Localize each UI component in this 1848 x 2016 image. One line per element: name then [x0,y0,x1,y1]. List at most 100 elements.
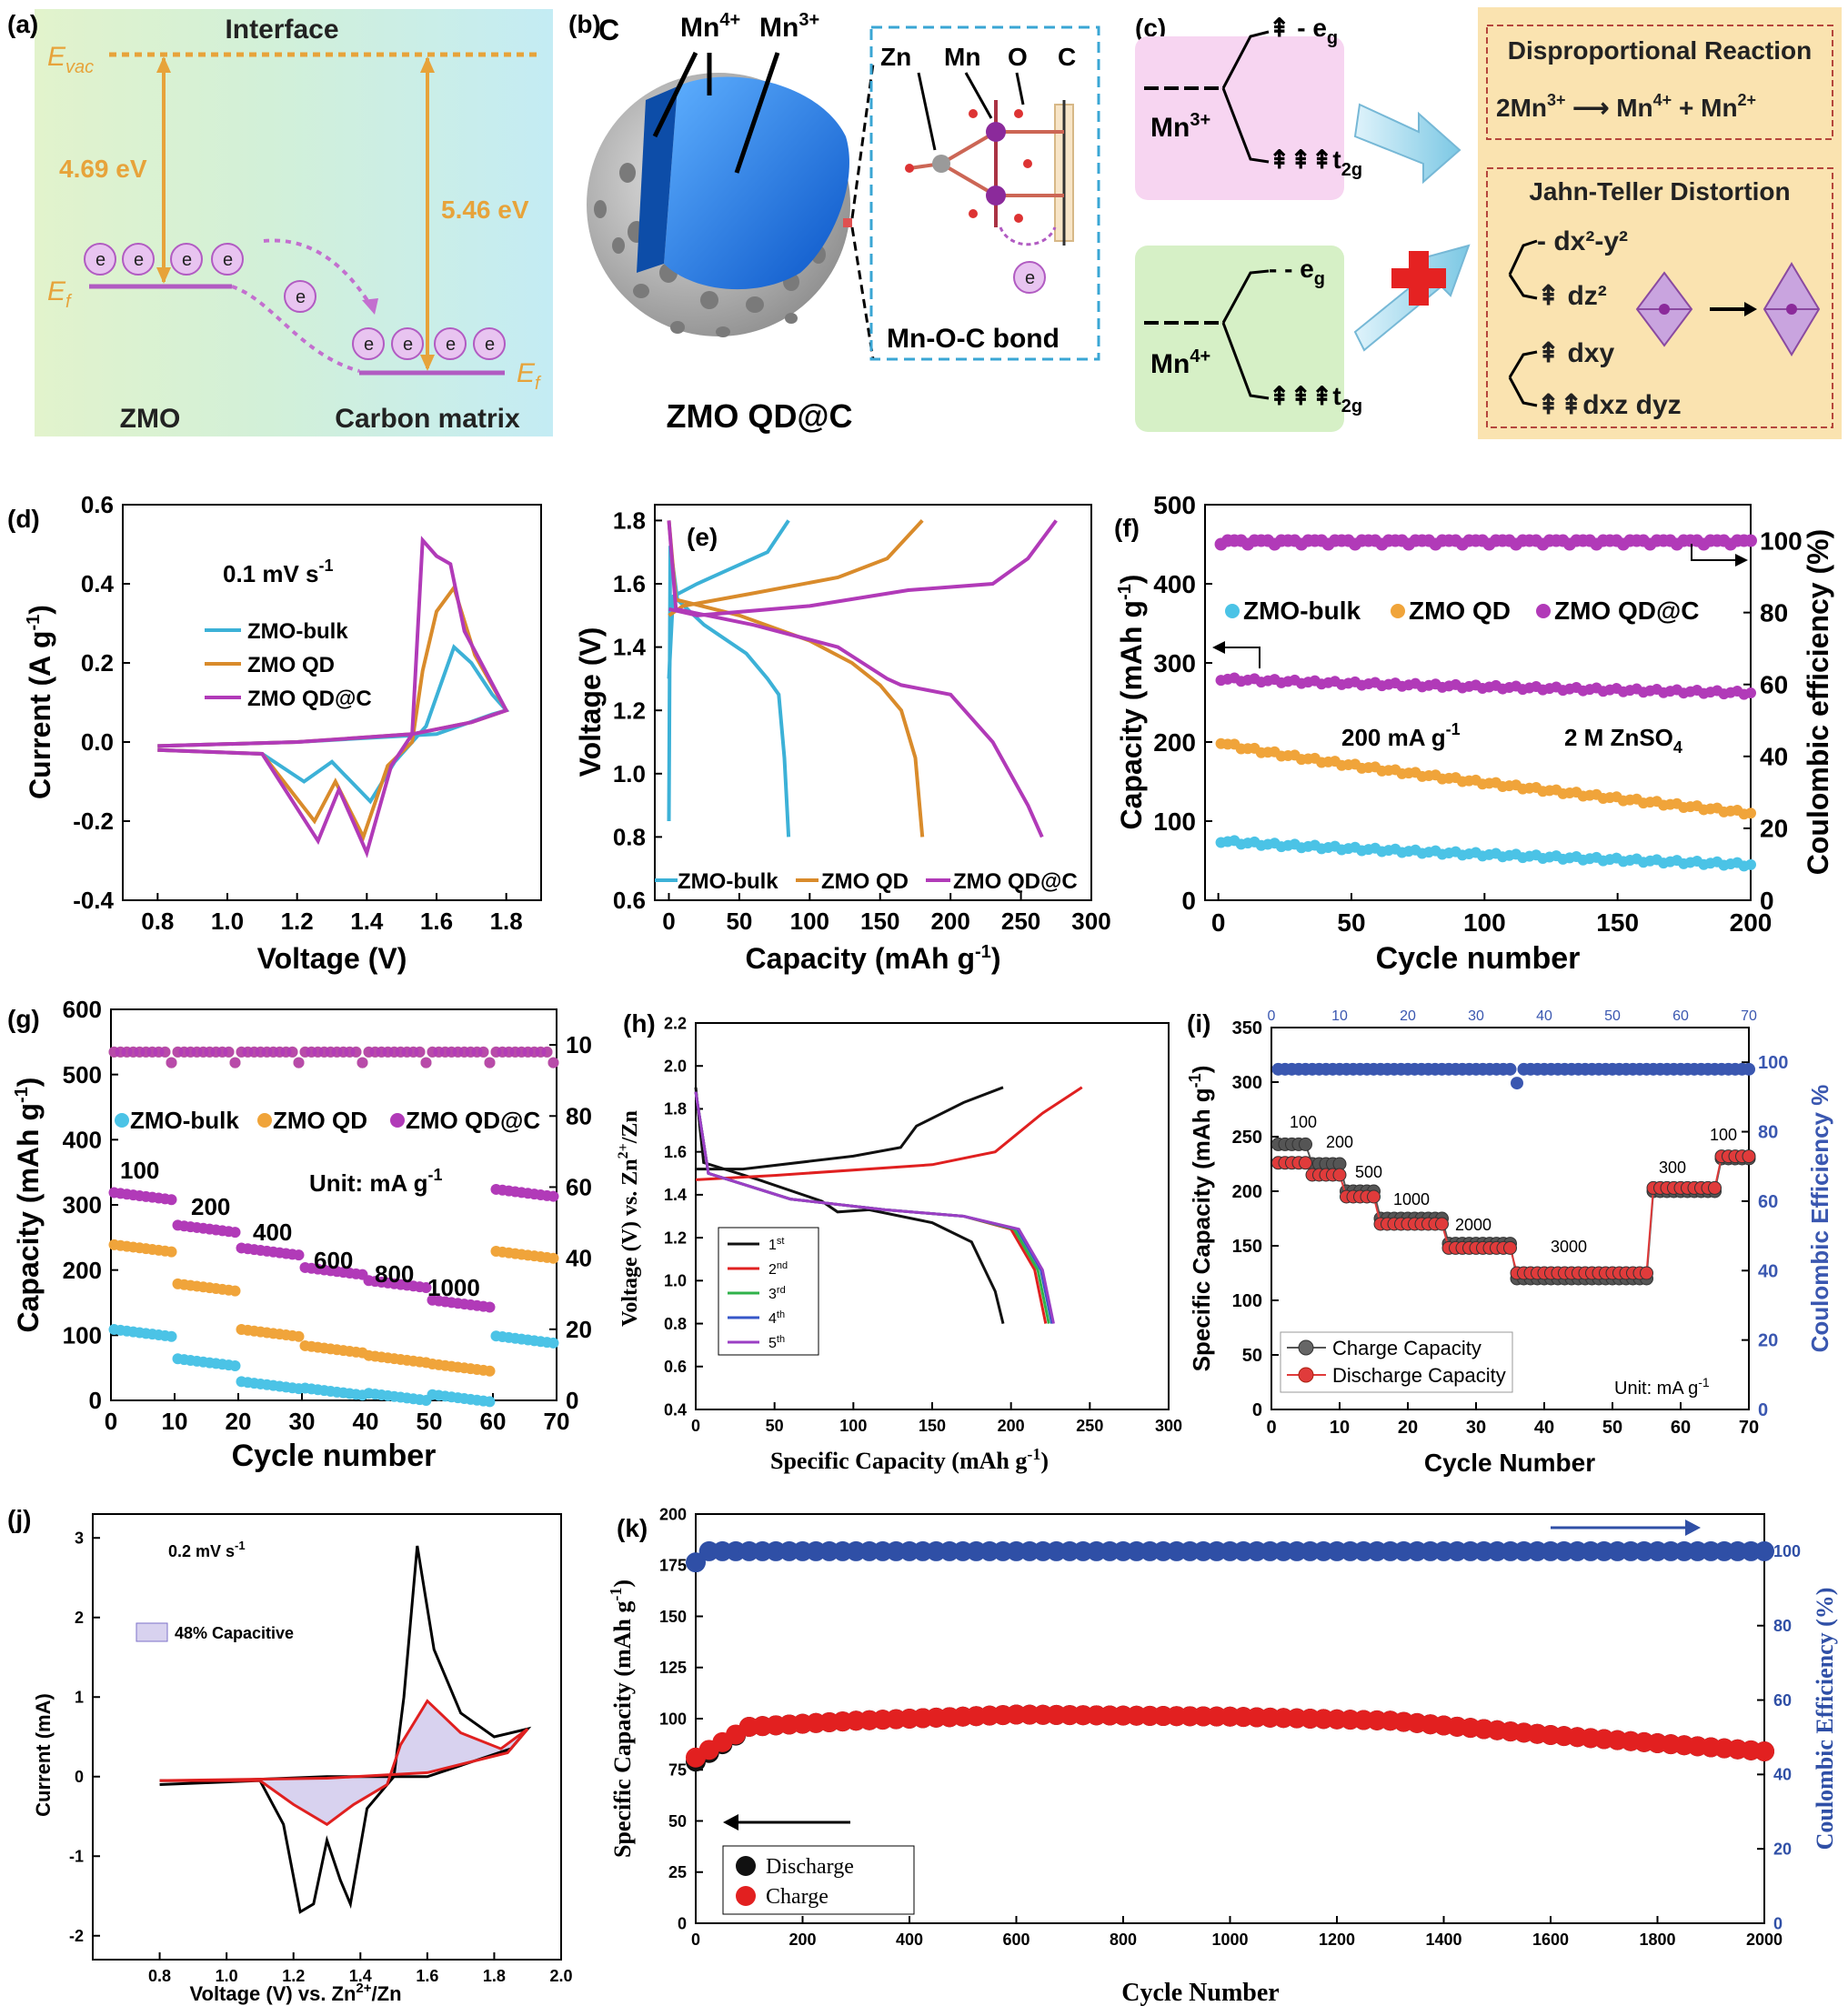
electron-transfer-arrow [999,226,1057,246]
electron-icon [122,243,155,276]
xlabel-j: Voltage (V) vs. Zn2+/Zn [189,1981,401,2005]
x-tick-label: 0 [1266,1418,1276,1438]
panel-k: (k) 0 200 400 600 800 1000 1200 1400 1600 1800 200… [607,1505,1838,2007]
legend-qdc-d: ZMO QD@C [247,687,372,711]
gcd-curve-ZMO QD [668,519,924,617]
blocked-cross-icon [1391,251,1446,306]
x-tick-label: 1.0 [211,908,244,935]
x-tick-label: 300 [1071,908,1110,935]
x-tick-label: 1.2 [282,1967,305,1985]
y-tick-label: 350 [1232,1018,1262,1038]
y2-tick-label: 40 [1758,1261,1778,1281]
x-tick-label: 100 [790,908,829,935]
efficiency-point [1744,534,1757,547]
y-tick-label: 2.0 [664,1058,687,1076]
legend-k: Discharge Charge [722,1845,915,1915]
ylabel-h: Voltage (V) vs. Zn2+/Zn [616,1110,642,1327]
plot-frame-j [92,1513,562,1961]
cv-curve-capacitive [159,1699,529,1827]
ylabel-g: Capacity (mAh g-1) [12,1078,45,1333]
o-atom [969,209,978,218]
ylabel-k: Specific Capacity (mAh g-1) [607,1580,636,1858]
axis-ticks-j: 0.8 1.0 1.2 1.4 1.6 1.8 2.0 -2 -1 0 1 2 3 [69,1530,573,1985]
inset-label-c: C [1058,43,1076,71]
y-tick-label: 100 [1232,1291,1262,1311]
rate-label-i-1000: 1000 [1393,1190,1430,1209]
efficiency-point [541,1046,553,1058]
rate-point-ZMO QD [166,1246,177,1258]
y-tick-label: 1.8 [613,507,646,535]
legend-marker-qdc [1536,604,1551,618]
y-tick-label: 100 [63,1321,102,1349]
y-tick-label: -0.2 [73,807,114,835]
panel-g: (g) 0 10 20 30 40 50 60 70010020030040050060002… [7,996,592,1473]
electron-symbol: e [296,287,306,307]
y-tick-label: 500 [1153,491,1196,519]
x2-tick-label: 60 [1672,1008,1689,1024]
electron-cluster-carbon: e e e e [352,327,506,360]
y2-tick-label: 20 [1760,815,1788,843]
xlabel-g: Cycle number [232,1439,437,1473]
scan-rate-d: 0.1 mV s-1 [223,557,334,587]
plot-area-j [159,1545,532,1914]
gcd-curve-5th [694,1091,1055,1324]
rate-label-i-100b: 100 [1710,1126,1737,1144]
electrolyte-f: 2 M ZnSO4 [1564,724,1682,757]
rate-point-ZMO-bulk [484,1396,496,1408]
y-tick-label: 0.0 [81,728,114,756]
rate-label-100: 100 [120,1157,159,1184]
arrowhead-up-icon [156,56,171,73]
y-tick-label: 100 [659,1710,687,1728]
x-tick-label: 1800 [1639,1931,1675,1949]
x-tick-label: 100 [839,1417,867,1435]
plot-area-i [1271,1062,1756,1286]
electron-symbol: e [364,335,374,355]
y-tick-label: 200 [659,1505,687,1523]
y2-tick-label: 40 [566,1245,592,1272]
arrowhead-right-icon [1735,554,1748,567]
zmo-label: ZMO [120,404,181,434]
panel-k-tag: (k) [617,1514,648,1542]
y2-tick-label: 20 [566,1316,592,1343]
x-tick-label: 1.2 [281,908,314,935]
electron-symbol: e [134,250,144,270]
x-tick-label: 150 [860,908,899,935]
rate-label-i-200: 200 [1326,1133,1353,1151]
rate-label-i-500: 500 [1355,1163,1382,1181]
disproportion-box [1486,25,1833,140]
y2-tick-label: 60 [566,1174,592,1201]
panel-i-tag: (i) [1187,1009,1210,1038]
carbon-matrix-label: Carbon matrix [335,404,520,434]
panel-g-tag: (g) [7,1005,40,1033]
rate-point-ZMO QD@C [484,1301,496,1313]
capacity-point-Discharge Capacity [1742,1149,1756,1164]
ylabel-e: Voltage (V) [574,627,607,777]
x-tick-label: 200 [930,908,969,935]
rate-point-ZMO-bulk [166,1330,177,1342]
x-tick-label: 20 [1398,1418,1418,1438]
plot-area-f [1214,534,1757,872]
y2-tick-label: 20 [1758,1331,1778,1351]
xlabel-f: Cycle number [1376,941,1581,976]
y-tick-label: 25 [668,1863,687,1881]
y-tick-label: 200 [63,1257,102,1284]
y2-tick-label: 60 [1773,1691,1792,1710]
y-tick-label: 1.0 [664,1272,687,1290]
efficiency-point [420,1057,432,1068]
x-tick-label: 200 [788,1931,816,1949]
y-tick-label: 50 [668,1812,687,1830]
y2-tick-label: 0 [1758,1400,1768,1420]
axis-ticks-g: 0 10 20 30 40 50 60 700100200300400500600020406… [63,996,592,1435]
plot-area-e [667,519,1058,838]
plot-frame-e [654,504,1092,901]
panel-j: (j) 0.8 1.0 1.2 1.4 1.6 1.8 2.0 -2 -1 0 1 2 3 Voltag… [7,1505,573,2005]
legend-charge-k: Charge [766,1885,829,1909]
y-tick-label: 150 [659,1608,687,1626]
legend-discharge-i: Discharge Capacity [1332,1364,1506,1387]
rate-label-800: 800 [375,1260,414,1288]
legend-qd-d: ZMO QD [247,653,335,677]
panel-e: (e) 0 50 100 150 200 250 300 0.6 0.8 1.0 1.2 1.4 1.6… [574,504,1111,975]
y2-tick-label: 100 [1758,1053,1788,1073]
arrow-c-label [652,51,698,138]
xlabel-i: Cycle Number [1424,1449,1595,1477]
